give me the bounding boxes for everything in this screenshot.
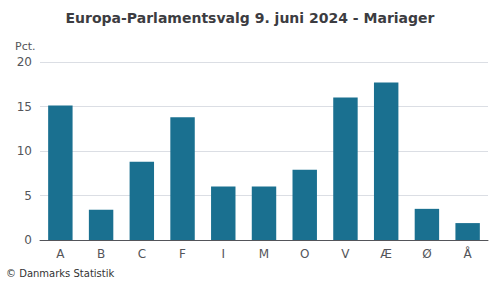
svg-text:I: I	[221, 247, 225, 261]
svg-text:O: O	[300, 247, 309, 261]
svg-text:Pct.: Pct.	[15, 40, 36, 53]
svg-text:0: 0	[24, 233, 32, 247]
svg-text:Europa-Parlamentsvalg 9. juni: Europa-Parlamentsvalg 9. juni 2024 - Mar…	[66, 10, 435, 26]
svg-text:10: 10	[17, 144, 32, 158]
svg-text:15: 15	[17, 100, 32, 114]
svg-text:20: 20	[17, 55, 32, 69]
svg-text:© Danmarks Statistik: © Danmarks Statistik	[6, 268, 115, 279]
svg-text:Å: Å	[464, 246, 473, 261]
svg-text:Æ: Æ	[380, 247, 392, 261]
svg-text:A: A	[56, 247, 65, 261]
svg-text:B: B	[97, 247, 105, 261]
svg-text:Ø: Ø	[422, 247, 431, 261]
svg-text:M: M	[259, 247, 269, 261]
svg-text:F: F	[179, 247, 186, 261]
svg-text:C: C	[138, 247, 146, 261]
svg-text:V: V	[341, 247, 350, 261]
svg-text:5: 5	[24, 189, 32, 203]
